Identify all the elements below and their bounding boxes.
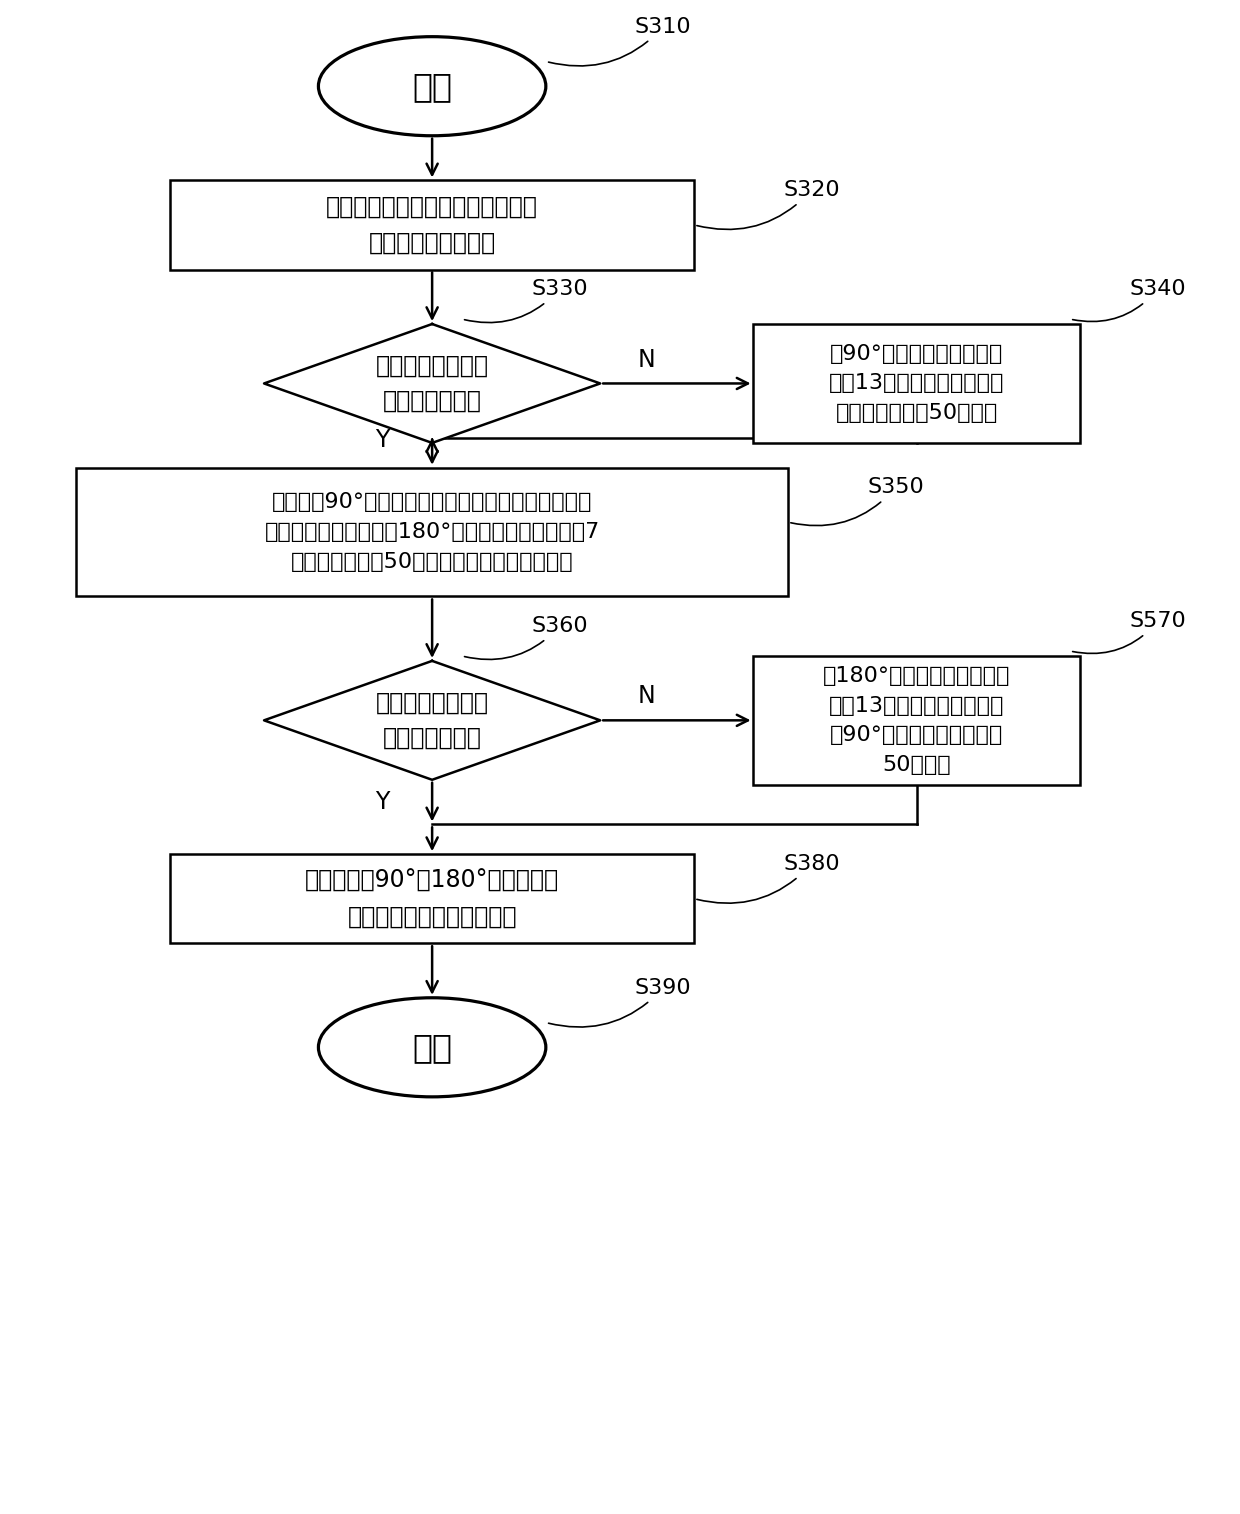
Text: 结束: 结束	[412, 1031, 453, 1064]
Text: 将180°翻转角校准的范围扩
大到13个振幅点，振幅中心
为90°脉冲校准值的两倍，
50为步长: 将180°翻转角校准的范围扩 大到13个振幅点，振幅中心 为90°脉冲校准值的两…	[823, 666, 1011, 775]
Polygon shape	[264, 324, 600, 444]
Text: S310: S310	[548, 17, 692, 67]
Text: 输入系统参数中基础射频振幅为初
值作为校准的中心点: 输入系统参数中基础射频振幅为初 值作为校准的中心点	[326, 195, 538, 254]
Text: S390: S390	[548, 978, 692, 1026]
Bar	[170, 854, 694, 943]
Bar	[754, 324, 1080, 444]
Text: 矫正得到90°翻转角的射频脉冲振幅后，以该射频脉
冲振幅的两倍作为校准180°翻转角的初值，并计算7
个射频振幅点，50为步长进行脉冲的校准采集: 矫正得到90°翻转角的射频脉冲振幅后，以该射频脉 冲振幅的两倍作为校准180°翻…	[264, 492, 600, 572]
Text: Y: Y	[376, 790, 389, 813]
Polygon shape	[264, 662, 600, 780]
Text: S360: S360	[465, 616, 588, 660]
Text: Y: Y	[376, 428, 389, 453]
Text: 判断在迭代范围内
是否存在极小值: 判断在迭代范围内 是否存在极小值	[376, 354, 489, 413]
Text: 将90°翻转角校准的范围扩
大到13个振幅点，振幅中心
仍为基础振幅，50为步长: 将90°翻转角校准的范围扩 大到13个振幅点，振幅中心 仍为基础振幅，50为步长	[830, 344, 1004, 422]
Text: N: N	[637, 348, 656, 371]
Bar	[170, 180, 694, 269]
Ellipse shape	[319, 998, 546, 1096]
Text: S350: S350	[791, 477, 924, 525]
Text: S320: S320	[697, 180, 839, 230]
Ellipse shape	[319, 36, 546, 136]
Bar	[76, 468, 789, 597]
Text: 开始: 开始	[412, 70, 453, 103]
Text: 判断在迭代范围内
是否存在极小值: 判断在迭代范围内 是否存在极小值	[376, 690, 489, 749]
Text: N: N	[637, 684, 656, 709]
Text: S330: S330	[465, 279, 588, 322]
Text: S570: S570	[1073, 612, 1185, 654]
Bar	[754, 656, 1080, 784]
Text: S380: S380	[697, 854, 839, 904]
Text: 输出矫正的90°和180°翻转角对应
的射频脉冲振幅到系统参数: 输出矫正的90°和180°翻转角对应 的射频脉冲振幅到系统参数	[305, 869, 559, 928]
Text: S340: S340	[1073, 279, 1185, 321]
